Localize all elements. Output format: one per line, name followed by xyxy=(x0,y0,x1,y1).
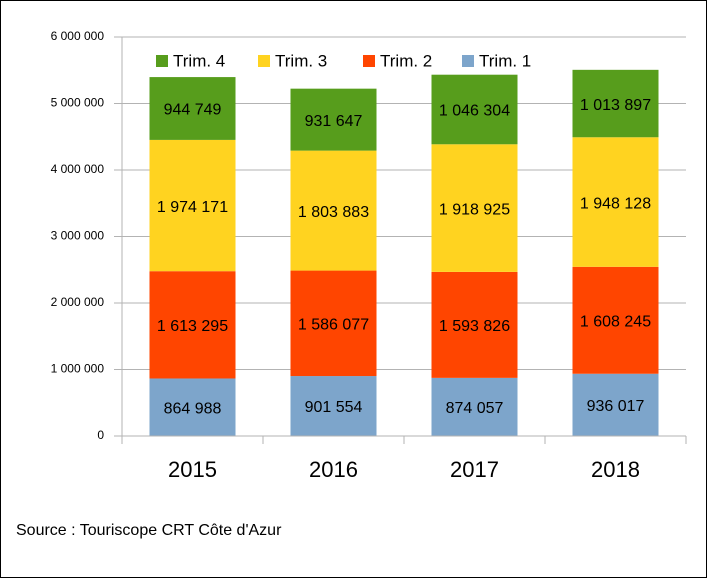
bar-segment xyxy=(572,137,659,267)
y-tick-label: 0 xyxy=(97,428,104,442)
y-tick-label: 5 000 000 xyxy=(51,96,105,110)
bar-segment xyxy=(431,377,518,436)
bar-segment xyxy=(572,373,659,436)
data-label: 931 647 xyxy=(305,113,363,130)
data-label: 1 013 897 xyxy=(580,97,651,114)
data-label: 901 554 xyxy=(305,399,363,416)
bar-segment xyxy=(572,69,659,138)
data-label: 864 988 xyxy=(164,400,222,417)
bar-segment xyxy=(290,270,377,377)
y-tick-label: 2 000 000 xyxy=(51,295,105,309)
legend-swatch xyxy=(258,55,270,67)
y-tick-label: 1 000 000 xyxy=(51,362,105,376)
x-tick-label: 2018 xyxy=(591,457,640,482)
data-label: 1 803 883 xyxy=(298,204,369,221)
data-label: 1 918 925 xyxy=(439,201,510,218)
data-label: 1 974 171 xyxy=(157,199,228,216)
bar-segment xyxy=(431,74,518,145)
x-tick-label: 2015 xyxy=(168,457,217,482)
legend-label: Trim. 2 xyxy=(380,51,432,70)
bar-segment xyxy=(149,378,236,436)
legend-swatch xyxy=(156,55,168,67)
data-label: 1 593 826 xyxy=(439,318,510,335)
data-label: 874 057 xyxy=(446,400,504,417)
y-tick-label: 3 000 000 xyxy=(51,229,105,243)
y-tick-label: 6 000 000 xyxy=(51,29,105,43)
bar-segment xyxy=(149,139,236,272)
data-label: 1 948 128 xyxy=(580,195,651,212)
x-tick-label: 2016 xyxy=(309,457,358,482)
source-note: Source : Touriscope CRT Côte d'Azur xyxy=(16,522,282,539)
bar-segment xyxy=(431,144,518,272)
data-label: 1 586 077 xyxy=(298,317,369,334)
bar-segment xyxy=(290,150,377,271)
data-label: 944 749 xyxy=(164,102,222,119)
bar-segment xyxy=(149,77,236,140)
legend-swatch xyxy=(363,55,375,67)
data-label: 1 046 304 xyxy=(439,103,510,120)
y-tick-label: 4 000 000 xyxy=(51,162,105,176)
legend-label: Trim. 1 xyxy=(479,51,531,70)
x-tick-label: 2017 xyxy=(450,457,499,482)
legend-label: Trim. 3 xyxy=(275,51,327,70)
bar-segment xyxy=(149,271,236,379)
legend-label: Trim. 4 xyxy=(173,51,225,70)
data-label: 1 608 245 xyxy=(580,313,651,330)
bar-segment xyxy=(572,266,659,374)
legend-swatch xyxy=(462,55,474,67)
bar-segment xyxy=(290,376,377,436)
data-label: 1 613 295 xyxy=(157,318,228,335)
bar-segment xyxy=(290,88,377,151)
data-label: 936 017 xyxy=(587,398,645,415)
bar-segment xyxy=(431,271,518,378)
